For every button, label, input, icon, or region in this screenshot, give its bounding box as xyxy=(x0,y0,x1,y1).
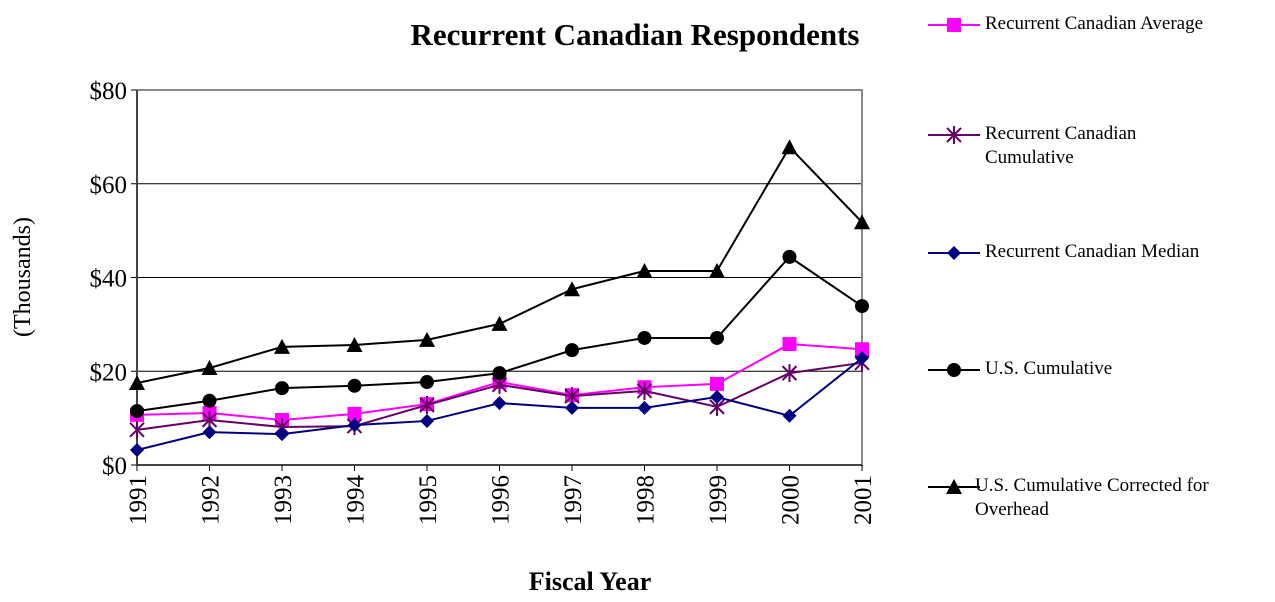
legend-item xyxy=(928,126,980,144)
legend-label: Recurrent Canadian Cumulative xyxy=(985,123,1137,168)
marker xyxy=(565,400,579,415)
marker xyxy=(709,262,725,278)
chart-title: Recurrent Canadian Respondents xyxy=(411,17,860,52)
marker xyxy=(275,427,289,442)
marker xyxy=(946,479,962,494)
marker xyxy=(781,364,798,383)
marker xyxy=(855,351,869,366)
x-tick-label: 2000 xyxy=(778,475,805,525)
y-tick-label: $80 xyxy=(90,78,128,105)
marker xyxy=(947,246,961,260)
x-tick-label: 2001 xyxy=(850,475,877,525)
legend-item xyxy=(928,18,980,32)
marker xyxy=(781,139,798,155)
x-tick-label: 1994 xyxy=(343,475,370,526)
marker xyxy=(947,18,961,32)
marker xyxy=(346,337,363,352)
marker xyxy=(946,126,962,144)
marker xyxy=(275,381,289,396)
marker xyxy=(129,374,145,390)
y-tick-label: $20 xyxy=(90,359,128,386)
marker xyxy=(854,214,870,230)
marker xyxy=(782,408,797,423)
x-tick-label: 1996 xyxy=(488,475,515,525)
marker xyxy=(637,400,652,415)
marker xyxy=(947,363,961,377)
marker xyxy=(347,406,362,421)
legend-label: Recurrent Canadian Average xyxy=(985,13,1204,34)
x-tick-label: 1993 xyxy=(270,475,297,525)
marker xyxy=(710,376,724,391)
marker xyxy=(347,378,362,393)
y-tick-label: $40 xyxy=(90,266,128,293)
legend-item xyxy=(928,479,980,494)
marker xyxy=(201,359,218,375)
x-tick-label: 1991 xyxy=(125,475,152,525)
marker xyxy=(420,413,434,428)
marker xyxy=(564,281,580,297)
x-tick-label: 1992 xyxy=(198,475,225,525)
legend-label: U.S. Cumulative xyxy=(985,358,1113,379)
marker xyxy=(274,338,290,354)
marker xyxy=(782,337,797,352)
marker xyxy=(565,343,579,358)
marker xyxy=(636,381,653,400)
x-tick-label: 1995 xyxy=(415,475,442,525)
legend-item xyxy=(928,363,980,377)
series-line xyxy=(136,145,863,384)
marker xyxy=(130,404,144,419)
marker xyxy=(202,425,217,440)
y-tick-label: $0 xyxy=(102,453,127,480)
y-tick-label: $60 xyxy=(90,172,128,199)
x-tick-label: 1998 xyxy=(633,475,660,525)
marker xyxy=(491,315,508,331)
marker xyxy=(636,262,653,278)
marker xyxy=(637,330,652,345)
marker xyxy=(202,393,217,408)
marker xyxy=(419,396,435,414)
marker xyxy=(855,299,869,314)
marker xyxy=(347,418,362,433)
marker xyxy=(782,249,797,264)
marker xyxy=(855,342,869,357)
y-axis-label: (Thousands) xyxy=(10,217,36,337)
marker xyxy=(420,375,434,390)
x-axis-label: Fiscal Year xyxy=(529,567,652,596)
legend-label: U.S. Cumulative Corrected for Overhead xyxy=(975,475,1209,520)
x-tick-label: 1997 xyxy=(560,475,587,525)
marker xyxy=(129,420,145,439)
marker xyxy=(492,396,507,411)
legend-label: Recurrent Canadian Median xyxy=(985,241,1200,262)
marker xyxy=(710,390,724,405)
marker xyxy=(710,330,724,345)
legend-item xyxy=(928,246,980,260)
marker xyxy=(419,331,435,347)
marker xyxy=(492,366,507,381)
marker xyxy=(130,443,144,457)
x-tick-label: 1999 xyxy=(705,475,732,525)
